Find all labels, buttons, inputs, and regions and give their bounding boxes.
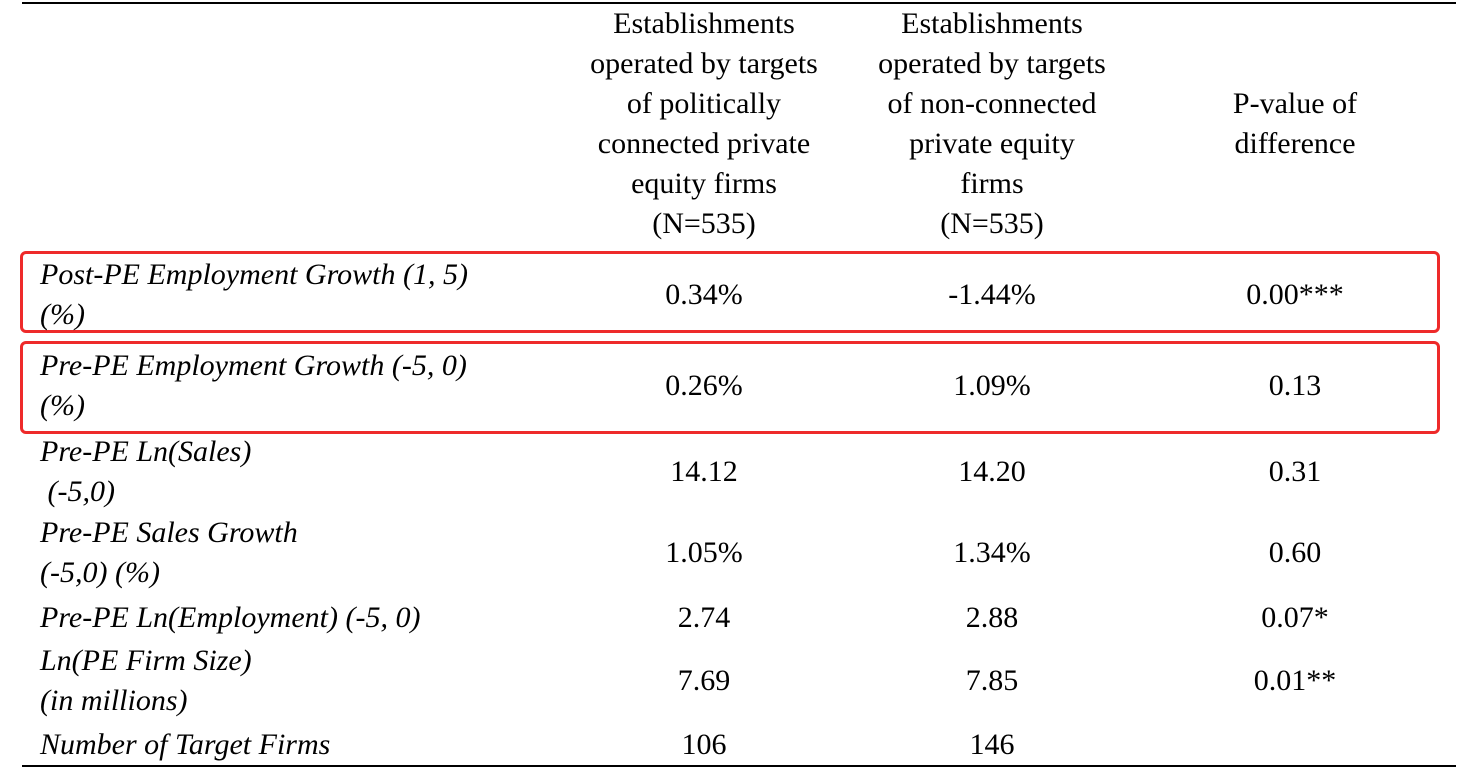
header-connected: Establishments operated by targets of po… bbox=[560, 4, 848, 244]
cell-p-value: 0.13 bbox=[1268, 369, 1322, 402]
header-line: Establishments bbox=[613, 7, 795, 40]
highlight-box-post-pe bbox=[20, 251, 1440, 333]
header-line: Establishments bbox=[901, 7, 1083, 40]
table-top-rule bbox=[22, 2, 1456, 4]
cell-connected: 14.12 bbox=[670, 455, 738, 488]
header-p-value: P-value of difference bbox=[1140, 84, 1450, 164]
cell-non-connected: -1.44% bbox=[948, 278, 1036, 311]
row-label: Post-PE Employment Growth (1, 5) (%) bbox=[40, 255, 468, 335]
header-line: private equity bbox=[909, 127, 1075, 160]
row-label-line: (-5,0) bbox=[40, 475, 115, 508]
cell-connected: 0.34% bbox=[665, 278, 743, 311]
cell-non-connected: 1.34% bbox=[953, 536, 1031, 569]
row-label-line: Post-PE Employment Growth (1, 5) bbox=[40, 258, 468, 291]
cell-non-connected: 7.85 bbox=[965, 664, 1019, 697]
header-non-connected: Establishments operated by targets of no… bbox=[848, 4, 1136, 244]
cell-p-value: 0.00*** bbox=[1246, 278, 1344, 311]
cell-p-value: 0.60 bbox=[1268, 536, 1322, 569]
row-label: Pre-PE Ln(Employment) (-5, 0) bbox=[40, 598, 420, 638]
row-label: Pre-PE Employment Growth (-5, 0) (%) bbox=[40, 346, 467, 426]
table-row: Pre-PE Ln(Employment) (-5, 0) 2.74 2.88 … bbox=[0, 598, 1468, 638]
row-label-line: (in millions) bbox=[40, 684, 188, 717]
table-row: Ln(PE Firm Size) (in millions) 7.69 7.85… bbox=[0, 641, 1468, 721]
cell-connected: 106 bbox=[681, 728, 727, 761]
table-bottom-rule bbox=[22, 765, 1456, 767]
table-row: Pre-PE Ln(Sales) (-5,0) 14.12 14.20 0.31 bbox=[0, 432, 1468, 512]
row-label: Pre-PE Sales Growth (-5,0) (%) bbox=[40, 513, 298, 593]
row-label: Pre-PE Ln(Sales) (-5,0) bbox=[40, 432, 251, 512]
row-label: Ln(PE Firm Size) (in millions) bbox=[40, 641, 252, 721]
header-line: (N=535) bbox=[652, 207, 756, 240]
cell-non-connected: 1.09% bbox=[953, 369, 1031, 402]
row-label-line: (%) bbox=[40, 298, 85, 331]
cell-non-connected: 2.88 bbox=[965, 601, 1019, 634]
header-line: P-value of bbox=[1232, 87, 1358, 120]
cell-non-connected: 146 bbox=[969, 728, 1015, 761]
row-label-line: Pre-PE Employment Growth (-5, 0) bbox=[40, 349, 467, 382]
row-label-line: (%) bbox=[40, 389, 85, 422]
table-row: Pre-PE Employment Growth (-5, 0) (%) 0.2… bbox=[0, 345, 1468, 430]
row-label-line: Pre-PE Sales Growth bbox=[40, 516, 298, 549]
header-line: of politically bbox=[626, 87, 782, 120]
header-line: connected private bbox=[597, 127, 811, 160]
cell-connected: 7.69 bbox=[677, 664, 731, 697]
row-label-line: Pre-PE Ln(Employment) (-5, 0) bbox=[40, 601, 421, 634]
row-label-line: Ln(PE Firm Size) bbox=[40, 644, 252, 677]
row-label: Number of Target Firms bbox=[40, 725, 330, 765]
header-line: difference bbox=[1234, 127, 1356, 160]
table-row: Post-PE Employment Growth (1, 5) (%) 0.3… bbox=[0, 254, 1468, 334]
cell-connected: 0.26% bbox=[665, 369, 743, 402]
row-label-line: (-5,0) (%) bbox=[40, 556, 160, 589]
header-line: operated by targets bbox=[590, 47, 818, 80]
header-line: operated by targets bbox=[878, 47, 1106, 80]
header-line: equity firms bbox=[631, 167, 777, 200]
table-row: Pre-PE Sales Growth (-5,0) (%) 1.05% 1.3… bbox=[0, 513, 1468, 593]
row-label-line: Pre-PE Ln(Sales) bbox=[40, 435, 252, 468]
cell-p-value: 0.01** bbox=[1253, 664, 1337, 697]
cell-connected: 2.74 bbox=[677, 601, 731, 634]
cell-non-connected: 14.20 bbox=[958, 455, 1026, 488]
cell-p-value: 0.31 bbox=[1268, 455, 1322, 488]
header-line: of non-connected bbox=[887, 87, 1097, 120]
row-label-line: Number of Target Firms bbox=[40, 728, 331, 761]
cell-p-value: 0.07* bbox=[1261, 601, 1329, 634]
highlight-box-pre-pe bbox=[20, 341, 1440, 434]
cell-connected: 1.05% bbox=[665, 536, 743, 569]
header-line: firms bbox=[960, 167, 1024, 200]
table-row: Number of Target Firms 106 146 bbox=[0, 725, 1468, 765]
header-line: (N=535) bbox=[940, 207, 1044, 240]
